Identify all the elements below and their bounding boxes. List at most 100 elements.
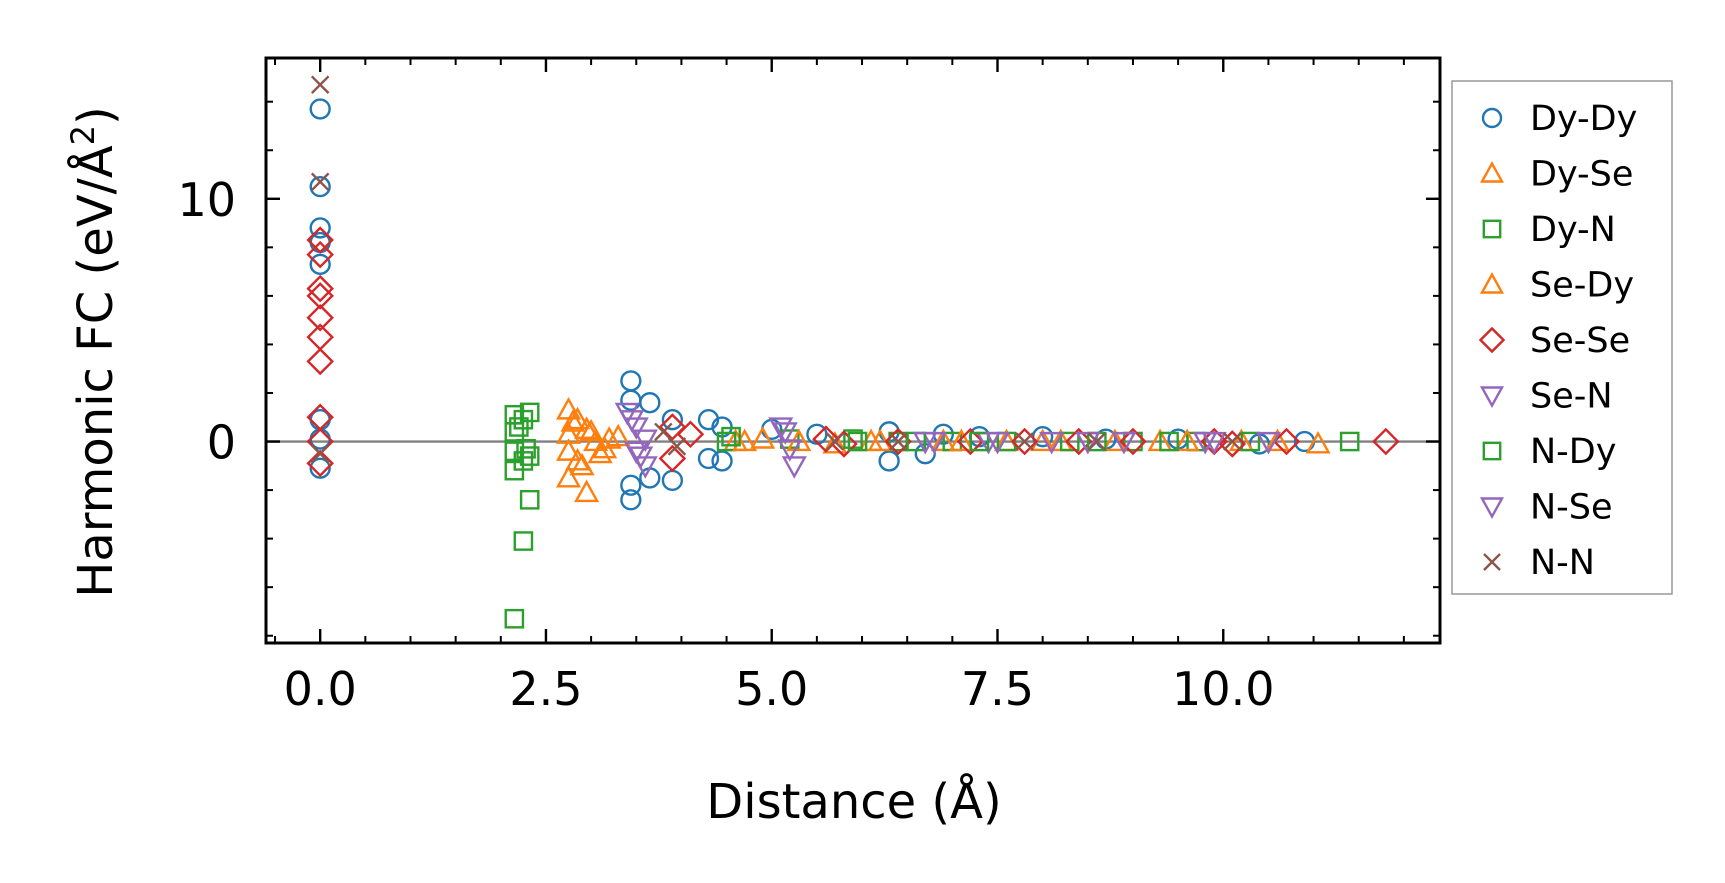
data-point-dy-dy bbox=[661, 409, 684, 431]
data-point-se-dy bbox=[1174, 428, 1200, 452]
data-point-n-dy bbox=[721, 426, 741, 447]
y-tick-label: 10 bbox=[177, 173, 236, 227]
data-point-se-se bbox=[658, 444, 687, 473]
data-point-se-se bbox=[812, 425, 840, 453]
x-tick-label: 10.0 bbox=[1172, 662, 1274, 716]
data-point-se-dy bbox=[578, 418, 604, 442]
data-point-dy-dy bbox=[711, 450, 733, 472]
data-point-dy-se bbox=[822, 430, 848, 454]
data-point-dy-dy bbox=[309, 98, 331, 120]
data-point-n-n bbox=[310, 75, 330, 94]
data-point-se-se bbox=[956, 427, 985, 456]
legend-label-n-se: N-Se bbox=[1530, 488, 1613, 528]
data-point-se-se bbox=[1010, 427, 1039, 456]
data-point-se-se bbox=[1119, 427, 1147, 456]
plot-area: 0.0 2.5 5.0 7.5 10.0 0 10 bbox=[177, 56, 1442, 716]
data-point-dy-dy bbox=[309, 176, 331, 198]
data-point-dy-se bbox=[1305, 430, 1331, 454]
legend-marker-n-n bbox=[1483, 553, 1501, 571]
legend-label-dy-se: Dy-Se bbox=[1530, 155, 1633, 195]
data-point-n-se bbox=[984, 431, 1011, 455]
y-axis-title: Harmonic FC (eV/Å2) bbox=[64, 106, 124, 598]
data-point-dy-dy bbox=[309, 457, 331, 479]
data-point-dy-se bbox=[574, 479, 600, 503]
data-point-n-n bbox=[654, 422, 673, 442]
data-point-se-n bbox=[768, 417, 794, 440]
legend: Dy-Dy Dy-Se Dy-N Se-Dy Se-Se Se-N N-Dy N-Se N-N bbox=[1451, 80, 1673, 595]
data-point-dy-n bbox=[513, 409, 534, 430]
data-point-se-se bbox=[658, 413, 687, 441]
legend-marker-se-n bbox=[1479, 386, 1505, 408]
data-point-dy-n bbox=[519, 489, 540, 510]
data-point-dy-n bbox=[519, 446, 540, 466]
data-point-dy-dy bbox=[639, 392, 661, 414]
legend-label-n-dy: N-Dy bbox=[1530, 432, 1616, 472]
data-point-se-n bbox=[781, 456, 807, 479]
data-point-dy-se bbox=[565, 447, 591, 471]
data-point-dy-n bbox=[1059, 431, 1080, 452]
data-point-dy-n bbox=[513, 451, 534, 471]
x-tick-label: 2.5 bbox=[509, 662, 582, 716]
data-point-n-se bbox=[912, 431, 938, 455]
data-point-n-se bbox=[619, 410, 645, 433]
y-axis-title-superscript: 2 bbox=[64, 125, 102, 145]
data-point-n-se bbox=[772, 422, 798, 445]
data-point-dy-dy bbox=[620, 489, 642, 511]
data-point-se-se bbox=[306, 282, 334, 310]
data-point-se-se bbox=[306, 347, 334, 376]
data-point-n-se bbox=[1201, 431, 1227, 455]
data-point-n-n bbox=[888, 432, 908, 451]
x-tick-label: 7.5 bbox=[961, 662, 1034, 716]
data-point-dy-dy bbox=[309, 253, 331, 275]
legend-label-dy-n: Dy-N bbox=[1530, 210, 1616, 250]
legend-marker-dy-se bbox=[1479, 161, 1505, 183]
data-point-se-dy bbox=[948, 428, 974, 452]
data-point-se-dy bbox=[1264, 428, 1290, 452]
data-point-se-se bbox=[306, 240, 334, 269]
data-point-se-se bbox=[1218, 430, 1247, 458]
data-point-dy-dy bbox=[309, 217, 331, 239]
data-point-n-n bbox=[310, 444, 330, 463]
data-point-n-n bbox=[667, 437, 687, 456]
legend-marker-n-se bbox=[1479, 497, 1505, 519]
y-axis-title-main: Harmonic FC (eV/Å bbox=[67, 145, 124, 598]
legend-label-n-n: N-N bbox=[1530, 543, 1595, 583]
data-point-se-dy bbox=[1102, 428, 1128, 452]
legend-marker-se-se bbox=[1478, 326, 1506, 354]
y-tick-label: 0 bbox=[207, 416, 236, 470]
data-point-se-n bbox=[1255, 431, 1281, 455]
data-point-n-n bbox=[1015, 432, 1034, 451]
data-point-se-n bbox=[777, 439, 803, 462]
legend-label-se-se: Se-Se bbox=[1530, 321, 1630, 361]
data-point-dy-dy bbox=[620, 370, 642, 392]
data-point-dy-dy bbox=[697, 447, 720, 470]
data-point-dy-n bbox=[513, 531, 534, 551]
data-point-n-dy bbox=[509, 417, 529, 437]
data-point-se-dy bbox=[1030, 428, 1056, 452]
data-point-se-se bbox=[1272, 427, 1301, 456]
data-point-se-dy bbox=[569, 452, 595, 476]
data-point-se-se bbox=[306, 303, 334, 332]
x-axis-title: Distance (Å) bbox=[706, 773, 1001, 830]
data-point-n-se bbox=[628, 446, 654, 470]
data-point-se-dy bbox=[560, 409, 586, 432]
data-point-se-n bbox=[1039, 431, 1065, 455]
data-point-se-dy bbox=[867, 428, 893, 452]
data-point-se-se bbox=[1064, 427, 1093, 456]
data-point-se-dy bbox=[596, 426, 622, 449]
data-point-n-n bbox=[1223, 432, 1242, 451]
data-point-n-n bbox=[1087, 432, 1107, 451]
plot-frame bbox=[264, 56, 1442, 645]
data-point-se-se bbox=[306, 274, 334, 303]
data-point-se-n bbox=[623, 441, 649, 465]
legend-label-se-n: Se-N bbox=[1530, 377, 1613, 417]
data-point-se-n bbox=[1111, 431, 1137, 455]
data-point-se-se bbox=[306, 449, 334, 478]
data-point-n-n bbox=[310, 172, 330, 192]
legend-marker-se-dy bbox=[1479, 272, 1505, 294]
data-point-n-dy bbox=[847, 431, 868, 452]
data-point-se-dy bbox=[587, 440, 613, 464]
data-point-n-se bbox=[1075, 431, 1101, 455]
x-tick-label: 0.0 bbox=[284, 662, 357, 716]
